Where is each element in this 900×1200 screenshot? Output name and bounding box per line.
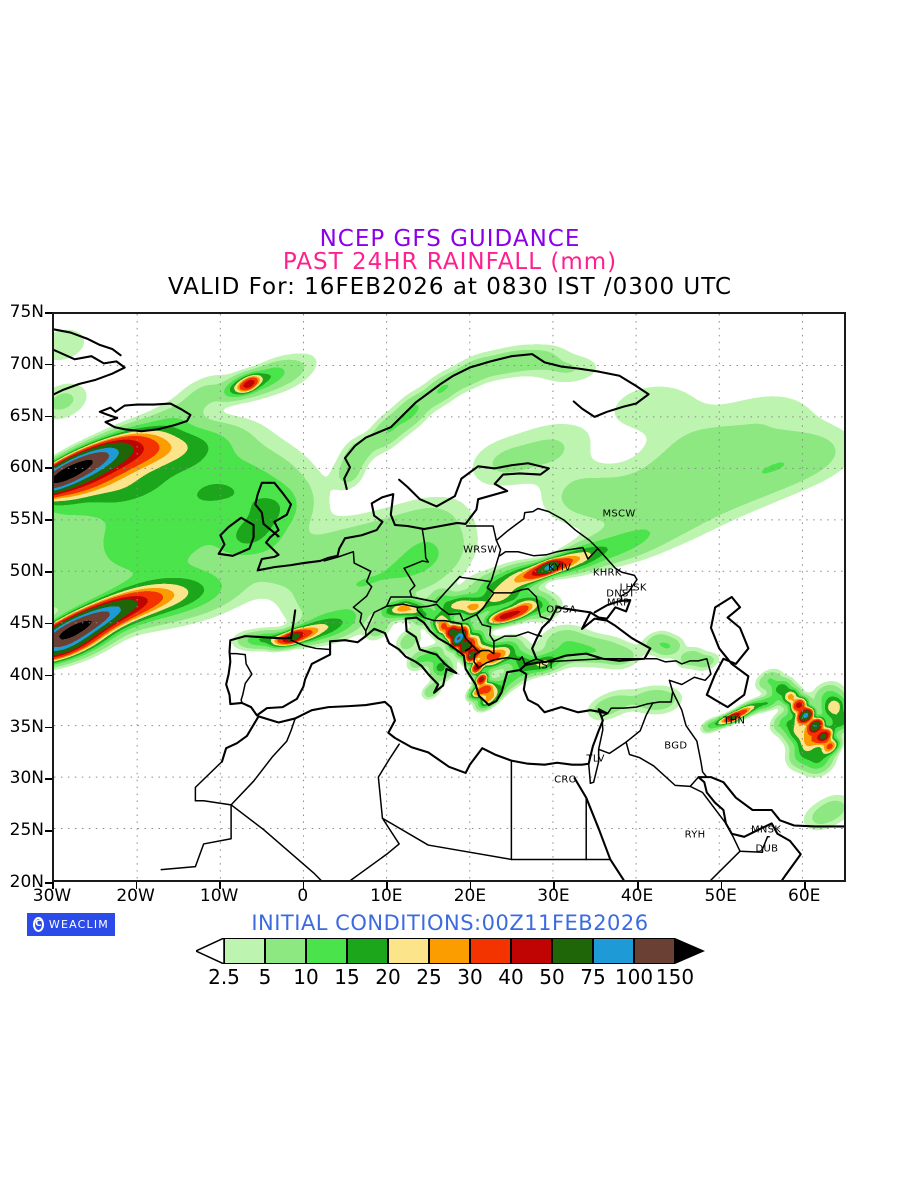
y-axis-tickmark xyxy=(45,830,52,832)
x-axis-tick-30E: 30E xyxy=(537,886,569,906)
x-axis-tickmark xyxy=(637,882,639,889)
colorbar-band-10[interactable] xyxy=(306,938,347,964)
y-axis-tickmark xyxy=(45,778,52,780)
colorbar-band-20[interactable] xyxy=(388,938,429,964)
title-valid-time: VALID For: 16FEB2026 at 0830 IST /0300 U… xyxy=(0,276,900,299)
x-axis-tickmark xyxy=(136,882,138,889)
city-label-thn: THN xyxy=(723,716,745,727)
chart-title-block: NCEP GFS GUIDANCE PAST 24HR RAINFALL (mm… xyxy=(0,228,900,299)
colorbar-tick-20: 20 xyxy=(375,965,400,989)
x-axis-tick-20W: 20W xyxy=(116,886,154,906)
title-field: PAST 24HR RAINFALL (mm) xyxy=(0,251,900,274)
city-label-mnsk: MNSK xyxy=(751,825,781,836)
colorbar-tick-75: 75 xyxy=(580,965,605,989)
y-axis-tick-35N: 35N xyxy=(0,717,44,737)
city-label-mscw: MSCW xyxy=(602,508,635,519)
colorbar-band-25[interactable] xyxy=(429,938,470,964)
y-axis-tick-65N: 65N xyxy=(0,406,44,426)
x-axis-tickmark xyxy=(386,882,388,889)
map-canvas xyxy=(54,314,844,880)
colorbar-tick-40: 40 xyxy=(498,965,523,989)
y-axis-tickmark xyxy=(45,727,52,729)
x-axis-tickmark xyxy=(553,882,555,889)
x-axis-tick-0: 0 xyxy=(297,886,308,906)
colorbar-tick-15: 15 xyxy=(334,965,359,989)
colorbar-bands[interactable] xyxy=(196,938,705,964)
initial-conditions-text: INITIAL CONDITIONS:00Z11FEB2026 xyxy=(0,911,900,935)
colorbar-band-40[interactable] xyxy=(511,938,552,964)
x-axis-tick-50E: 50E xyxy=(704,886,736,906)
y-axis-tickmark xyxy=(45,312,52,314)
city-label-bgd: BGD xyxy=(664,741,687,752)
colorbar: 2.5 5 10 15 20 25 30 40 50 75 100 150 xyxy=(0,938,900,988)
colorbar-tick-100: 100 xyxy=(615,965,653,989)
x-axis-tick-10E: 10E xyxy=(370,886,402,906)
x-axis-tick-10W: 10W xyxy=(200,886,238,906)
city-label-cro: CRO xyxy=(554,775,577,786)
city-label-khrk: KHRK xyxy=(593,568,622,579)
colorbar-tick-30: 30 xyxy=(457,965,482,989)
colorbar-over-cap xyxy=(675,938,705,964)
title-model: NCEP GFS GUIDANCE xyxy=(0,228,900,251)
x-axis-tickmark xyxy=(470,882,472,889)
y-axis-tick-60N: 60N xyxy=(0,457,44,477)
x-axis-tickmark xyxy=(804,882,806,889)
y-axis-tick-55N: 55N xyxy=(0,509,44,529)
x-axis-tick-60E: 60E xyxy=(788,886,820,906)
y-axis-tickmark xyxy=(45,467,52,469)
colorbar-tick-50: 50 xyxy=(539,965,564,989)
colorbar-band-75[interactable] xyxy=(593,938,634,964)
colorbar-tick-150: 150 xyxy=(656,965,694,989)
x-axis-tickmark xyxy=(52,882,54,889)
colorbar-under-cap-wrap xyxy=(196,938,224,964)
city-label-ist: IST xyxy=(538,661,554,672)
y-axis-tickmark xyxy=(45,416,52,418)
x-axis-tick-40E: 40E xyxy=(621,886,653,906)
city-label-wrsw: WRSW xyxy=(463,545,497,556)
colorbar-tick-5: 5 xyxy=(259,965,272,989)
colorbar-band-5[interactable] xyxy=(265,938,306,964)
city-label-dub: DUB xyxy=(756,843,779,854)
y-axis-tick-25N: 25N xyxy=(0,820,44,840)
y-axis-tickmark xyxy=(45,571,52,573)
colorbar-tick-25: 25 xyxy=(416,965,441,989)
y-axis-tickmark xyxy=(45,364,52,366)
city-label-tlv: TLV xyxy=(586,753,604,764)
y-axis-tick-40N: 40N xyxy=(0,665,44,685)
colorbar-band-15[interactable] xyxy=(347,938,388,964)
city-label-odsa: ODSA xyxy=(546,604,576,615)
colorbar-band-100[interactable] xyxy=(634,938,675,964)
colorbar-band-2.5[interactable] xyxy=(224,938,265,964)
colorbar-band-30[interactable] xyxy=(470,938,511,964)
x-axis-tickmark xyxy=(219,882,221,889)
y-axis-tick-50N: 50N xyxy=(0,561,44,581)
x-axis-tick-20E: 20E xyxy=(454,886,486,906)
x-axis-tickmark xyxy=(303,882,305,889)
x-axis-tick-30W: 30W xyxy=(33,886,71,906)
y-axis-tickmark xyxy=(45,675,52,677)
y-axis-tickmark xyxy=(45,519,52,521)
city-label-mrp: MRP xyxy=(607,598,630,609)
city-label-ryh: RYH xyxy=(685,830,706,841)
y-axis-tick-75N: 75N xyxy=(0,302,44,322)
y-axis-tickmark xyxy=(45,623,52,625)
colorbar-tick-2.5: 2.5 xyxy=(208,965,240,989)
y-axis-tick-70N: 70N xyxy=(0,354,44,374)
colorbar-band-50[interactable] xyxy=(552,938,593,964)
y-axis-tick-45N: 45N xyxy=(0,613,44,633)
city-label-kyiv: KYIV xyxy=(548,563,571,574)
y-axis-tick-30N: 30N xyxy=(0,768,44,788)
colorbar-tick-10: 10 xyxy=(293,965,318,989)
x-axis-tickmark xyxy=(721,882,723,889)
map-plot-area[interactable]: MSCW WRSW KYIV KHRK LHSK DNST MRP ODSA IST THN BGD… xyxy=(52,312,846,882)
y-axis-tickmark xyxy=(45,882,52,884)
